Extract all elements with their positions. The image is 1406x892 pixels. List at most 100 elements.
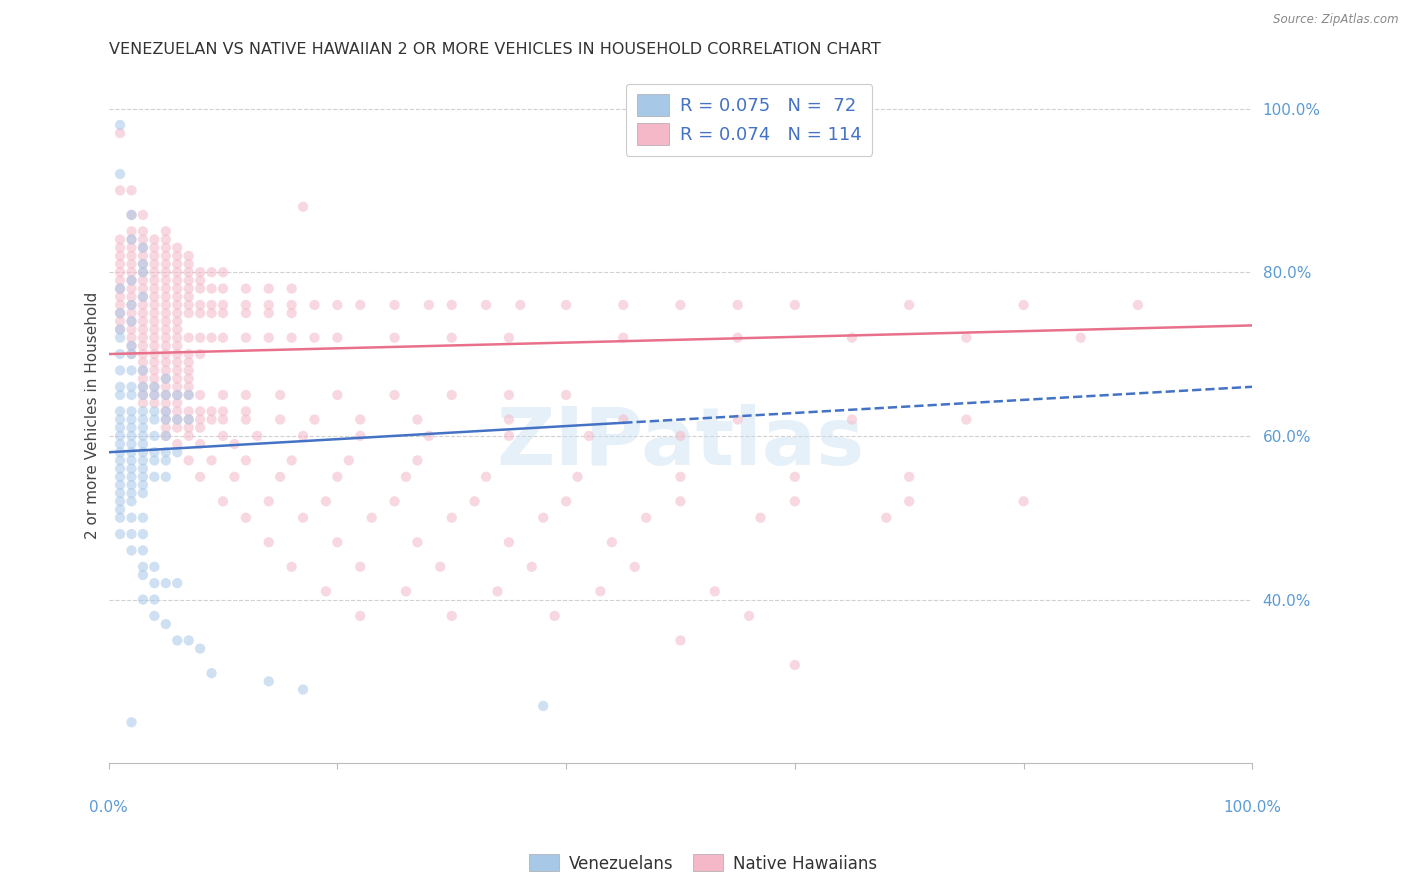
Point <box>121 290 143 304</box>
Point <box>108 257 131 271</box>
Point <box>1012 298 1035 312</box>
Point <box>429 559 451 574</box>
Point <box>188 331 211 345</box>
Point <box>269 388 291 402</box>
Point <box>108 306 131 320</box>
Point <box>200 306 222 320</box>
Point <box>155 257 177 271</box>
Point <box>875 510 897 524</box>
Point <box>132 298 155 312</box>
Point <box>669 633 692 648</box>
Point <box>166 273 188 287</box>
Point <box>475 470 498 484</box>
Point <box>108 470 131 484</box>
Point <box>292 510 315 524</box>
Point <box>166 241 188 255</box>
Point <box>132 478 155 492</box>
Point <box>132 282 155 296</box>
Point <box>155 232 177 246</box>
Point <box>143 404 166 418</box>
Point <box>315 494 337 508</box>
Point <box>121 232 143 246</box>
Point <box>612 331 634 345</box>
Point <box>177 298 200 312</box>
Point <box>121 265 143 279</box>
Point <box>177 257 200 271</box>
Point <box>108 241 131 255</box>
Point <box>155 404 177 418</box>
Point <box>132 208 155 222</box>
Text: 100.0%: 100.0% <box>1223 800 1281 815</box>
Point <box>418 429 440 443</box>
Point <box>188 282 211 296</box>
Point <box>292 200 315 214</box>
Point <box>578 429 600 443</box>
Point <box>155 576 177 591</box>
Point <box>166 420 188 434</box>
Point <box>200 265 222 279</box>
Point <box>212 265 235 279</box>
Point <box>108 412 131 426</box>
Point <box>108 363 131 377</box>
Point <box>155 412 177 426</box>
Point <box>304 298 326 312</box>
Point <box>177 363 200 377</box>
Point <box>143 592 166 607</box>
Point <box>143 453 166 467</box>
Point <box>212 412 235 426</box>
Point <box>143 265 166 279</box>
Point <box>155 412 177 426</box>
Point <box>224 437 246 451</box>
Point <box>143 232 166 246</box>
Point <box>108 380 131 394</box>
Text: VENEZUELAN VS NATIVE HAWAIIAN 2 OR MORE VEHICLES IN HOUSEHOLD CORRELATION CHART: VENEZUELAN VS NATIVE HAWAIIAN 2 OR MORE … <box>108 42 880 57</box>
Point <box>395 470 418 484</box>
Legend: Venezuelans, Native Hawaiians: Venezuelans, Native Hawaiians <box>522 847 884 880</box>
Point <box>783 470 806 484</box>
Point <box>188 265 211 279</box>
Point <box>738 608 761 623</box>
Point <box>143 388 166 402</box>
Point <box>132 363 155 377</box>
Point <box>200 666 222 681</box>
Point <box>360 510 382 524</box>
Point <box>121 273 143 287</box>
Point <box>166 322 188 336</box>
Point <box>669 470 692 484</box>
Point <box>155 396 177 410</box>
Point <box>166 355 188 369</box>
Point <box>498 331 520 345</box>
Point <box>177 412 200 426</box>
Point <box>132 388 155 402</box>
Point <box>326 298 349 312</box>
Point <box>143 273 166 287</box>
Point <box>783 298 806 312</box>
Point <box>155 429 177 443</box>
Point <box>177 331 200 345</box>
Point <box>727 412 749 426</box>
Point <box>108 118 131 132</box>
Point <box>155 241 177 255</box>
Point <box>121 543 143 558</box>
Point <box>177 388 200 402</box>
Point <box>177 249 200 263</box>
Point <box>121 298 143 312</box>
Point <box>166 412 188 426</box>
Point <box>326 470 349 484</box>
Point <box>200 331 222 345</box>
Point <box>257 494 280 508</box>
Point <box>440 510 463 524</box>
Point <box>955 412 977 426</box>
Point <box>292 682 315 697</box>
Point <box>1012 494 1035 508</box>
Point <box>121 494 143 508</box>
Point <box>155 265 177 279</box>
Point <box>783 658 806 673</box>
Point <box>121 306 143 320</box>
Point <box>235 510 257 524</box>
Point <box>177 306 200 320</box>
Point <box>121 224 143 238</box>
Point <box>132 437 155 451</box>
Point <box>132 331 155 345</box>
Point <box>188 641 211 656</box>
